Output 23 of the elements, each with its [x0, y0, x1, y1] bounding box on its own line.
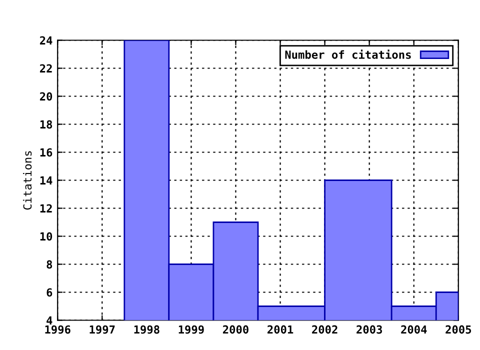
y-tick-label: 12 — [40, 204, 52, 212]
x-tick-label: 2001 — [268, 325, 294, 334]
x-tick-label: 2004 — [401, 325, 427, 334]
x-tick-label: 1996 — [45, 325, 70, 334]
y-tick-label: 20 — [40, 92, 52, 101]
y-tick-label: 4 — [46, 316, 52, 324]
x-tick-label: 2003 — [356, 325, 382, 334]
x-tick-label: 2000 — [222, 325, 248, 334]
y-tick-label: 24 — [40, 36, 52, 44]
y-tick-label: 22 — [40, 64, 52, 72]
y-axis-title: Citations — [23, 151, 32, 210]
y-tick-label: 16 — [40, 148, 52, 157]
x-tick-label: 1997 — [90, 325, 115, 334]
y-tick-label: 10 — [40, 232, 52, 241]
legend-label: Number of citations — [285, 50, 411, 59]
x-tick-label: 2002 — [312, 325, 338, 334]
y-tick-label: 18 — [40, 120, 52, 129]
y-tick-label: 14 — [40, 176, 52, 184]
x-tick-label: 2005 — [446, 325, 472, 334]
x-tick-label: 1999 — [178, 325, 204, 334]
y-tick-label: 8 — [46, 260, 52, 269]
y-tick-label: 6 — [46, 288, 52, 297]
x-tick-label: 1998 — [134, 325, 160, 334]
